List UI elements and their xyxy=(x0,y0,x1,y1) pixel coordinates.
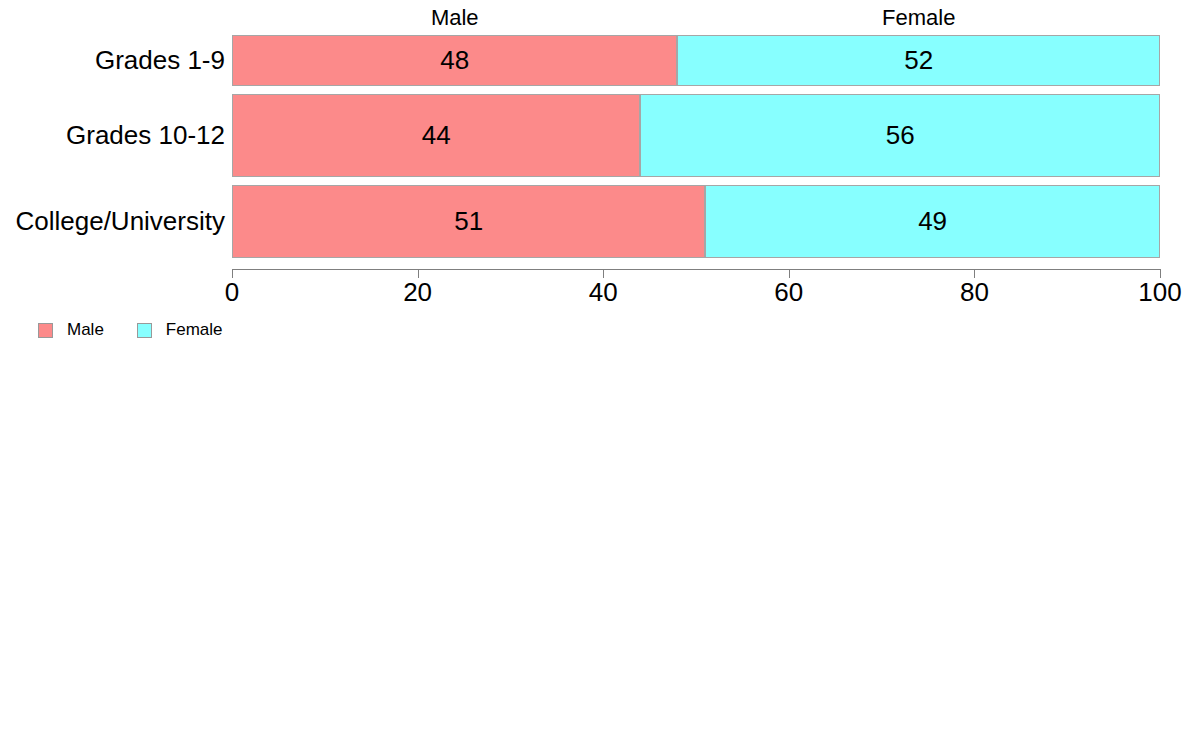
bar-value-label: 44 xyxy=(422,120,451,151)
bar-value-label: 48 xyxy=(440,45,469,76)
x-axis-line xyxy=(232,269,1161,270)
category-label: Grades 1-9 xyxy=(95,35,225,86)
legend-swatch-female xyxy=(137,323,152,338)
column-header-female: Female xyxy=(882,5,955,31)
x-axis-tick-label: 60 xyxy=(749,277,829,308)
legend-label: Male xyxy=(67,320,104,340)
legend: Male Female xyxy=(38,320,223,340)
bar-value-label: 51 xyxy=(454,206,483,237)
bar-segment-male: 44 xyxy=(232,94,640,177)
stacked-bar-chart: Male Female Grades 1-9 48 52 Grades 10-12 44 5… xyxy=(0,0,1188,736)
bar-value-label: 49 xyxy=(918,206,947,237)
category-label: Grades 10-12 xyxy=(66,94,225,177)
bar-segment-male: 51 xyxy=(232,185,705,258)
bar-segment-male: 48 xyxy=(232,35,677,86)
x-axis-tick-label: 20 xyxy=(378,277,458,308)
bar-segment-female: 49 xyxy=(705,185,1160,258)
category-label: College/University xyxy=(15,185,225,258)
bar-value-label: 56 xyxy=(886,120,915,151)
x-axis-tick-label: 100 xyxy=(1120,277,1188,308)
legend-swatch-male xyxy=(38,323,53,338)
x-axis-tick-label: 40 xyxy=(563,277,643,308)
x-axis-tick-label: 0 xyxy=(192,277,272,308)
bar-value-label: 52 xyxy=(904,45,933,76)
legend-item-male: Male xyxy=(38,320,104,340)
legend-item-female: Female xyxy=(137,320,223,340)
bar-segment-female: 52 xyxy=(677,35,1160,86)
bar-segment-female: 56 xyxy=(640,94,1160,177)
column-header-male: Male xyxy=(431,5,479,31)
x-axis-tick-label: 80 xyxy=(934,277,1014,308)
legend-label: Female xyxy=(166,320,223,340)
